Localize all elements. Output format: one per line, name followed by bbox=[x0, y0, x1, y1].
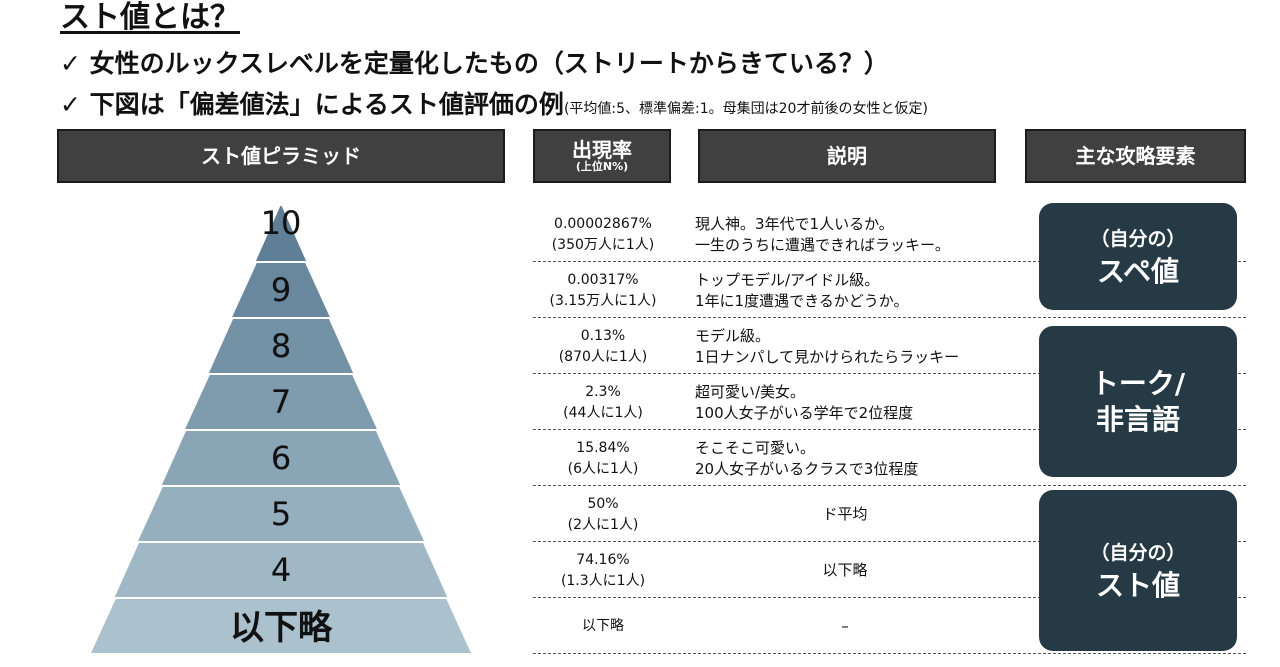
rate-cell: 0.13% (870人に1人) bbox=[528, 326, 678, 368]
rate-percent: 74.16% bbox=[576, 552, 630, 568]
row-separator bbox=[533, 429, 1246, 430]
rate-cell: 0.00002867% (350万人に1人) bbox=[528, 214, 678, 256]
description-cell: ド平均 bbox=[695, 504, 995, 525]
header-pyramid: スト値ピラミッド bbox=[57, 129, 505, 183]
pyramid-level-8 bbox=[208, 319, 354, 373]
description-line: 1年に1度遭遇できるかどうか。 bbox=[695, 292, 909, 310]
pyramid-label: 4 bbox=[270, 551, 292, 589]
description-cell: – bbox=[695, 616, 995, 637]
row-separator bbox=[533, 653, 1246, 654]
strategy-box-sto: （自分の） スト値 bbox=[1039, 490, 1237, 651]
strategy-box-main-label: スペ値 bbox=[1096, 254, 1180, 288]
pyramid-level-4 bbox=[114, 543, 448, 597]
rate-ratio: (2人に1人) bbox=[567, 517, 639, 533]
bullet-note: (平均値:5、標準偏差:1。母集団は20才前後の女性と仮定) bbox=[563, 101, 928, 117]
strategy-box-main-label: トーク/ bbox=[1090, 366, 1186, 400]
pyramid-level-5 bbox=[138, 487, 424, 541]
check-icon: ✓ bbox=[60, 90, 81, 119]
rate-cell: 2.3% (44人に1人) bbox=[528, 382, 678, 424]
strategy-box-small-label: （自分の） bbox=[1090, 541, 1186, 564]
row-separator bbox=[533, 373, 1246, 374]
description-line: 一生のうちに遭遇できればラッキー。 bbox=[695, 236, 950, 254]
row-separator bbox=[533, 541, 1246, 542]
header-pyramid-label: スト値ピラミッド bbox=[201, 143, 361, 168]
description-line: 現人神。3年代で1人いるか。 bbox=[695, 215, 894, 233]
strategy-box-main-label: 非言語 bbox=[1095, 402, 1180, 436]
header-strategy-label: 主な攻略要素 bbox=[1075, 143, 1196, 168]
pyramid-level-rest bbox=[91, 599, 471, 653]
check-icon: ✓ bbox=[60, 49, 81, 78]
description-line: トップモデル/アイドル級。 bbox=[695, 271, 880, 289]
row-separator bbox=[533, 317, 1246, 318]
strategy-box-spec: （自分の） スペ値 bbox=[1039, 203, 1237, 310]
description-cell: 現人神。3年代で1人いるか。 一生のうちに遭遇できればラッキー。 bbox=[695, 214, 950, 256]
description-cell: トップモデル/アイドル級。 1年に1度遭遇できるかどうか。 bbox=[695, 270, 909, 312]
header-rate-label: 出現率 bbox=[572, 137, 632, 162]
rate-ratio: (44人に1人) bbox=[563, 405, 643, 421]
description-line: 20人女子がいるクラスで3位程度 bbox=[695, 460, 919, 478]
rate-cell: 50% (2人に1人) bbox=[528, 494, 678, 536]
page-title: スト値とは？ bbox=[60, 0, 240, 35]
pyramid-label: 9 bbox=[270, 271, 292, 309]
rate-percent: 15.84% bbox=[576, 440, 630, 456]
description-cell: モデル級。 1日ナンパして見かけられたらラッキー bbox=[695, 326, 959, 368]
rate-cell: 15.84% (6人に1人) bbox=[528, 438, 678, 480]
pyramid-label: 5 bbox=[270, 495, 292, 533]
rate-ratio: (350万人に1人) bbox=[551, 237, 655, 253]
header-strategy: 主な攻略要素 bbox=[1025, 129, 1246, 183]
rate-ratio: (870人に1人) bbox=[558, 349, 648, 365]
rate-cell: 0.00317% (3.15万人に1人) bbox=[528, 270, 678, 312]
rate-percent: 50% bbox=[587, 496, 619, 512]
description-line: 以下略 bbox=[822, 561, 868, 579]
pyramid-label: 6 bbox=[270, 439, 292, 477]
rate-ratio: (6人に1人) bbox=[567, 461, 639, 477]
rate-cell: 以下略 bbox=[528, 616, 678, 637]
rate-ratio: (1.3人に1人) bbox=[560, 573, 646, 589]
pyramid-label: 10 bbox=[260, 204, 302, 242]
bullet-1: ✓ 女性のルックスレベルを定量化したもの（ストリートからきている？） bbox=[60, 44, 889, 80]
header-description: 説明 bbox=[698, 129, 996, 183]
description-cell: 以下略 bbox=[695, 560, 995, 581]
row-separator bbox=[533, 597, 1246, 598]
rate-cell: 74.16% (1.3人に1人) bbox=[528, 550, 678, 592]
bullet-text: 女性のルックスレベルを定量化したもの（ストリートからきている？） bbox=[89, 49, 889, 78]
rate-percent: 以下略 bbox=[582, 618, 624, 634]
row-separator bbox=[533, 261, 1246, 262]
pyramid-label: 7 bbox=[270, 383, 292, 421]
strategy-box-small-label: （自分の） bbox=[1090, 227, 1186, 250]
description-line: ド平均 bbox=[822, 505, 868, 523]
description-line: モデル級。 bbox=[695, 327, 771, 345]
pyramid-label: 以下略 bbox=[230, 607, 332, 648]
description-line: 100人女子がいる学年で2位程度 bbox=[695, 404, 914, 422]
header-description-label: 説明 bbox=[827, 143, 867, 168]
row-separator bbox=[533, 485, 1246, 486]
strategy-box-main-label: スト値 bbox=[1095, 568, 1180, 602]
rate-percent: 0.00317% bbox=[567, 272, 639, 288]
description-line: 1日ナンパして見かけられたらラッキー bbox=[695, 348, 960, 366]
pyramid-label: 8 bbox=[270, 327, 292, 365]
header-rate: 出現率 (上位N%) bbox=[533, 129, 671, 183]
rate-ratio: (3.15万人に1人) bbox=[549, 293, 657, 309]
pyramid-level-7 bbox=[185, 375, 377, 429]
description-line: 超可愛い/美女。 bbox=[695, 383, 806, 401]
rate-percent: 2.3% bbox=[585, 384, 621, 400]
strategy-box-talk: トーク/ 非言語 bbox=[1039, 326, 1237, 477]
rate-percent: 0.13% bbox=[580, 328, 626, 344]
bullet-2: ✓ 下図は「偏差値法」によるスト値評価の例(平均値:5、標準偏差:1。母集団は2… bbox=[60, 85, 928, 121]
pyramid-level-6 bbox=[161, 431, 401, 485]
bullet-text: 下図は「偏差値法」によるスト値評価の例 bbox=[89, 90, 564, 119]
description-line: そこそこ可愛い。 bbox=[695, 439, 816, 457]
header-rate-sublabel: (上位N%) bbox=[575, 159, 629, 173]
rate-percent: 0.00002867% bbox=[554, 216, 652, 232]
description-line: – bbox=[841, 617, 849, 635]
description-cell: 超可愛い/美女。 100人女子がいる学年で2位程度 bbox=[695, 382, 913, 424]
description-cell: そこそこ可愛い。 20人女子がいるクラスで3位程度 bbox=[695, 438, 918, 480]
